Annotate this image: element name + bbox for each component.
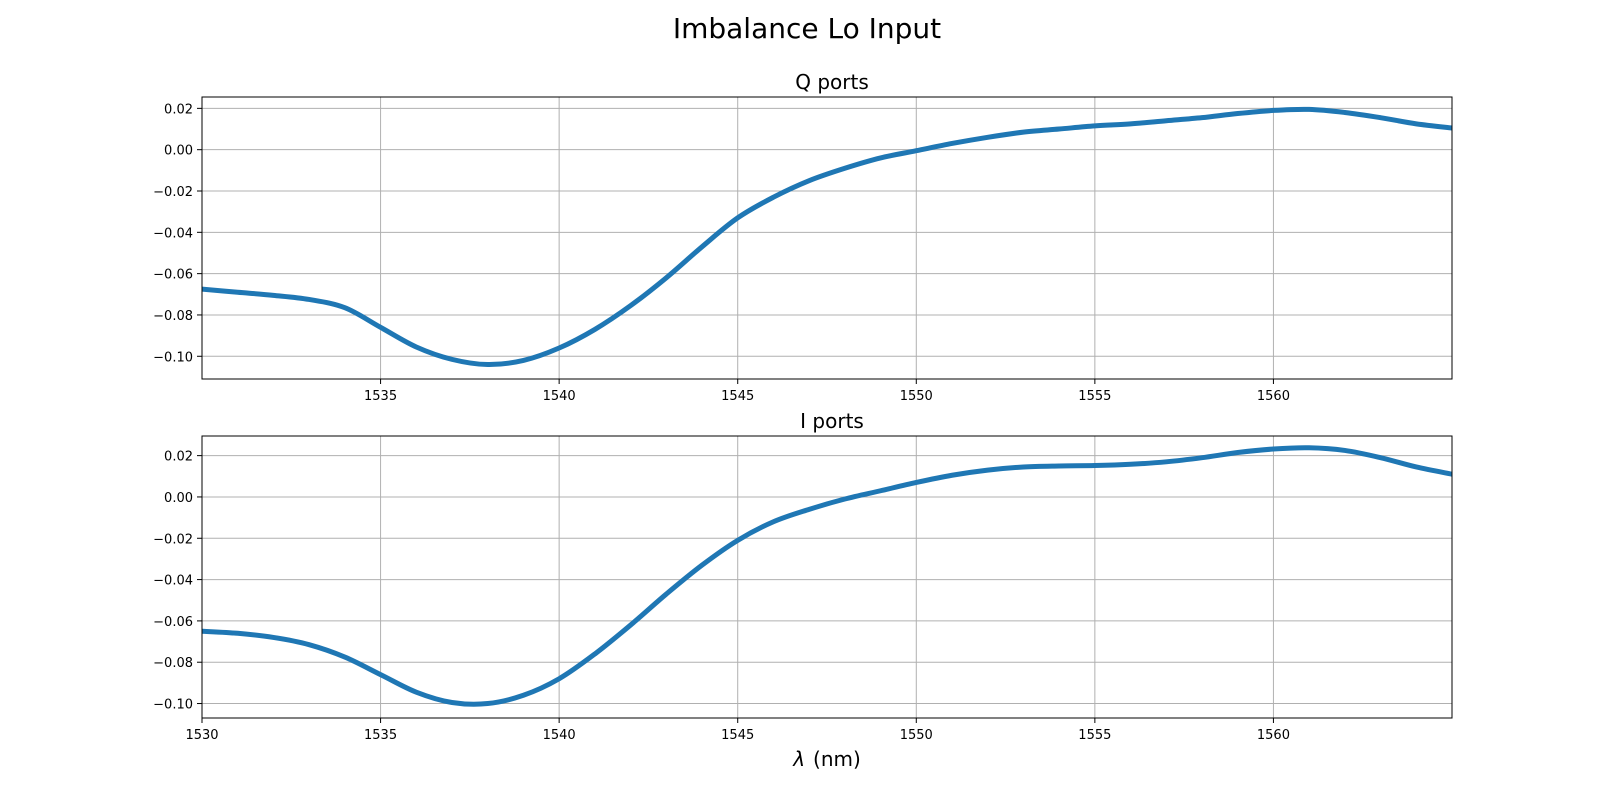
q-ports-title: Q ports bbox=[795, 70, 869, 94]
q-ports-x-tick-label: 1545 bbox=[721, 389, 754, 404]
q-ports-y-tick-label: 0.02 bbox=[164, 102, 193, 117]
i-ports-x-tick-label: 1535 bbox=[364, 728, 397, 743]
q-ports-y-tick-label: −0.04 bbox=[153, 226, 193, 241]
q-ports-x-tick-label: 1540 bbox=[543, 389, 576, 404]
i-ports-y-tick-label: −0.06 bbox=[153, 615, 193, 630]
i-ports-title: I ports bbox=[800, 409, 864, 433]
q-ports-y-tick-label: −0.08 bbox=[153, 309, 193, 324]
x-axis-label-symbol: λ bbox=[792, 747, 805, 771]
q-ports-series-line bbox=[202, 106, 1452, 368]
q-ports-x-tick-label: 1560 bbox=[1257, 389, 1290, 404]
i-ports-x-tick-label: 1555 bbox=[1078, 728, 1111, 743]
i-ports-plot-frame bbox=[201, 435, 1453, 719]
i-ports-y-tick-label: −0.04 bbox=[153, 574, 193, 589]
i-ports-x-tick-label: 1560 bbox=[1257, 728, 1290, 743]
q-ports-y-tick-label: −0.06 bbox=[153, 268, 193, 283]
i-ports-x-tick-label: 1540 bbox=[543, 728, 576, 743]
x-axis-label-unit: (nm) bbox=[813, 747, 861, 771]
q-ports-y-tick-label: 0.00 bbox=[164, 144, 193, 159]
q-ports-y-tick-label: −0.10 bbox=[153, 350, 193, 365]
figure-title: Imbalance Lo Input bbox=[673, 12, 941, 45]
q-ports-panel: Q ports 1535 1540 1545 1550 1555 1560 0.02 0.00 −… bbox=[153, 70, 1453, 404]
i-ports-x-tick-label: 1545 bbox=[721, 728, 754, 743]
q-ports-y-tick-label: −0.02 bbox=[153, 185, 193, 200]
i-ports-y-tick-label: 0.00 bbox=[164, 491, 193, 506]
q-ports-x-tick-label: 1555 bbox=[1078, 389, 1111, 404]
q-ports-x-tick-label: 1535 bbox=[364, 389, 397, 404]
i-ports-y-tick-label: 0.02 bbox=[164, 450, 193, 465]
i-ports-panel: I ports 1530 1535 1540 1545 1550 1555 1560 0.02 0… bbox=[153, 409, 1453, 743]
i-ports-series-line bbox=[202, 445, 1452, 707]
i-ports-x-tick-label: 1550 bbox=[900, 728, 933, 743]
i-ports-x-tick-label: 1530 bbox=[185, 728, 218, 743]
i-ports-y-tick-label: −0.08 bbox=[153, 656, 193, 671]
i-ports-y-tick-label: −0.10 bbox=[153, 698, 193, 713]
q-ports-x-tick-label: 1550 bbox=[900, 389, 933, 404]
q-ports-plot-frame bbox=[201, 96, 1453, 380]
i-ports-y-tick-label: −0.02 bbox=[153, 532, 193, 547]
x-axis-label: λ (nm) bbox=[792, 747, 861, 771]
